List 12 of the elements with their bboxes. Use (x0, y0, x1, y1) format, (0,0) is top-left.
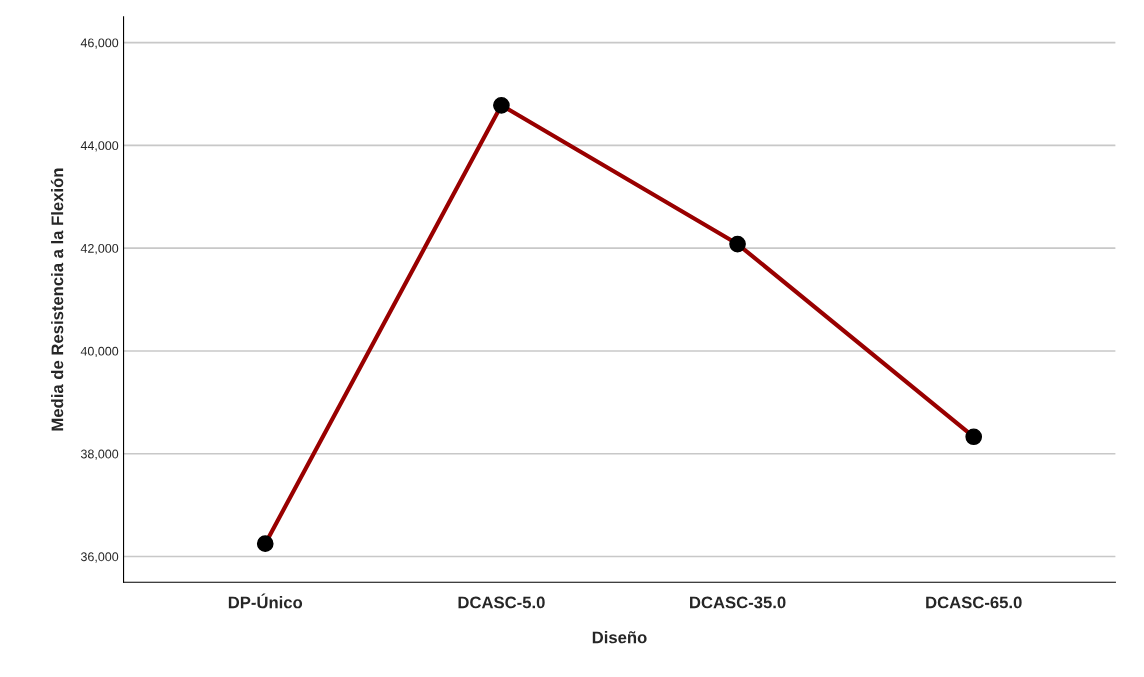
y-tick-label: 42,000 (80, 243, 119, 255)
y-tick-label: 38,000 (80, 449, 119, 460)
y-tick-label: 36,000 (80, 552, 119, 563)
y-tick-label: 40,000 (80, 346, 119, 358)
y-tick-label: 46,000 (80, 38, 119, 49)
y-axis-title: Media de Resistencia a la Flexión (50, 168, 64, 431)
x-tick-label: DCASC-35.0 (690, 596, 786, 609)
x-axis-title: Diseño (592, 631, 647, 644)
x-tick-label: DCASC-5.0 (458, 596, 545, 609)
y-tick-label: 44,000 (80, 141, 119, 152)
x-tick-label: DP-Único (228, 593, 303, 609)
x-tick-label: DCASC-65.0 (926, 596, 1022, 609)
